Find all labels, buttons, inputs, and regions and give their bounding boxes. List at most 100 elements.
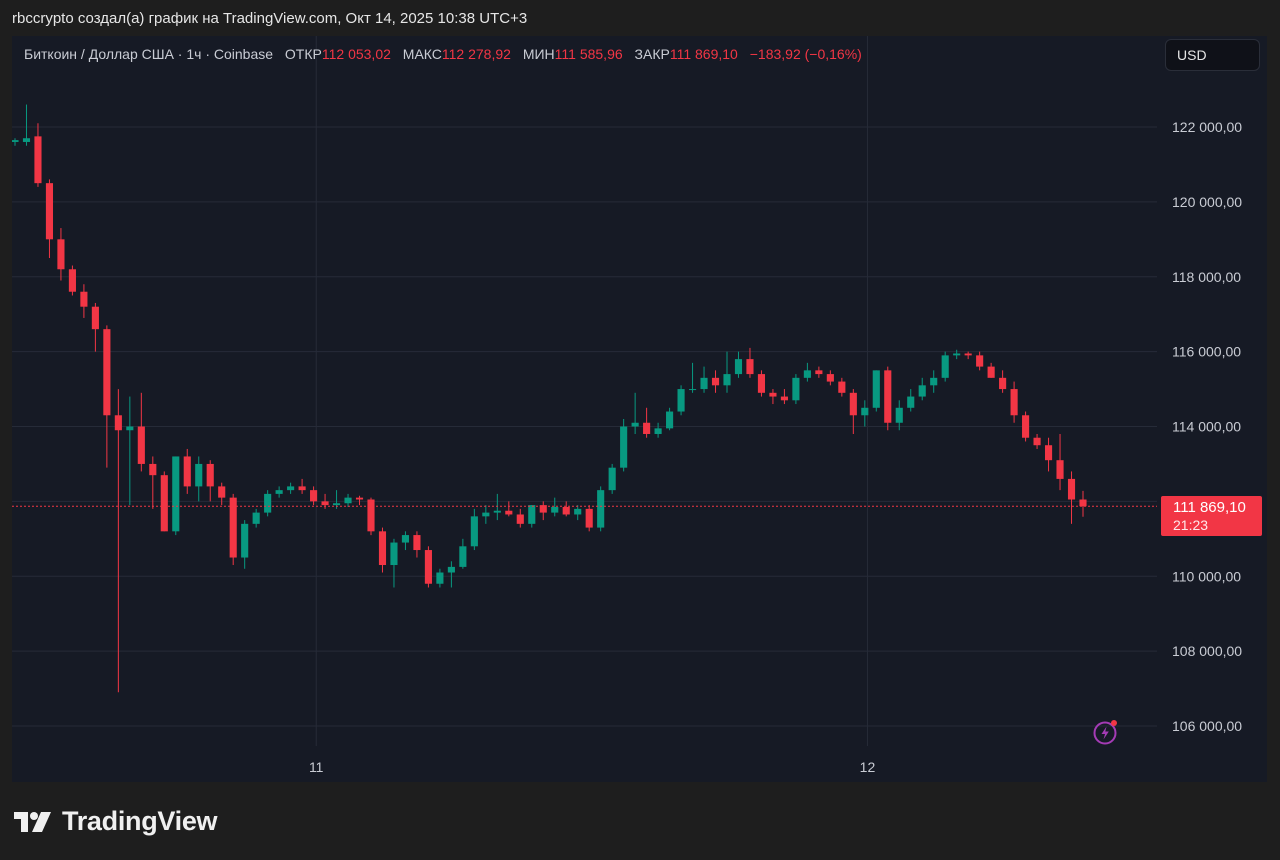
candle[interactable] xyxy=(1056,433,1064,491)
candle[interactable] xyxy=(562,501,570,517)
lightning-icon[interactable] xyxy=(1093,719,1119,745)
candle[interactable] xyxy=(872,370,880,412)
candle[interactable] xyxy=(907,389,915,412)
candle[interactable] xyxy=(688,362,697,393)
candle[interactable] xyxy=(999,370,1007,393)
candle[interactable] xyxy=(826,370,834,386)
candle[interactable] xyxy=(941,351,949,382)
candle[interactable] xyxy=(34,123,42,187)
candle[interactable] xyxy=(470,508,478,551)
tradingview-logo[interactable]: TradingView xyxy=(14,806,218,837)
candle[interactable] xyxy=(516,508,524,528)
candle[interactable] xyxy=(367,497,375,536)
candle[interactable] xyxy=(45,179,54,259)
candle[interactable] xyxy=(918,377,926,401)
candle[interactable] xyxy=(114,389,122,693)
candle[interactable] xyxy=(12,138,19,146)
candle[interactable] xyxy=(1022,411,1030,442)
candle[interactable] xyxy=(1067,471,1076,524)
candle[interactable] xyxy=(57,228,65,281)
candle[interactable] xyxy=(195,456,203,502)
candle[interactable] xyxy=(241,520,249,569)
candle[interactable] xyxy=(700,366,708,393)
candle[interactable] xyxy=(126,396,134,506)
candle[interactable] xyxy=(964,351,972,360)
candle[interactable] xyxy=(861,400,869,427)
candle[interactable] xyxy=(68,265,76,296)
candle[interactable] xyxy=(1079,490,1087,517)
candle[interactable] xyxy=(137,392,145,472)
candle[interactable] xyxy=(631,392,639,434)
candle[interactable] xyxy=(803,362,811,382)
currency-button[interactable]: USD xyxy=(1165,39,1260,71)
candle[interactable] xyxy=(22,104,31,146)
candle[interactable] xyxy=(436,568,444,588)
candle[interactable] xyxy=(80,284,88,318)
candle[interactable] xyxy=(884,366,892,431)
candle[interactable] xyxy=(206,460,214,502)
candle[interactable] xyxy=(585,505,593,532)
candle[interactable] xyxy=(332,490,341,509)
candle[interactable] xyxy=(757,370,766,397)
candle-body xyxy=(1010,389,1018,416)
candle[interactable] xyxy=(723,351,731,393)
candle[interactable] xyxy=(91,302,99,352)
candle[interactable] xyxy=(172,456,180,536)
candle[interactable] xyxy=(160,471,168,532)
candle[interactable] xyxy=(459,538,467,569)
candle[interactable] xyxy=(275,486,283,498)
candle[interactable] xyxy=(252,508,260,528)
candle[interactable] xyxy=(654,422,662,438)
candle[interactable] xyxy=(1010,381,1018,423)
candle[interactable] xyxy=(424,546,432,588)
candle[interactable] xyxy=(769,389,777,405)
candle[interactable] xyxy=(620,419,628,472)
candle[interactable] xyxy=(1044,437,1053,472)
candle[interactable] xyxy=(505,501,513,517)
candle[interactable] xyxy=(344,493,352,507)
candle[interactable] xyxy=(666,407,674,431)
candle[interactable] xyxy=(815,366,823,378)
candle[interactable] xyxy=(447,561,455,588)
candle[interactable] xyxy=(895,400,903,431)
candle[interactable] xyxy=(264,490,272,517)
candle[interactable] xyxy=(551,497,559,517)
candle[interactable] xyxy=(482,505,490,524)
candle[interactable] xyxy=(378,527,387,573)
candle[interactable] xyxy=(953,349,961,360)
candle[interactable] xyxy=(849,389,857,434)
candle[interactable] xyxy=(149,456,157,509)
candle[interactable] xyxy=(355,495,364,506)
candle[interactable] xyxy=(780,389,788,405)
candle[interactable] xyxy=(643,407,651,438)
candle[interactable] xyxy=(103,325,111,468)
candle[interactable] xyxy=(401,531,410,551)
candle[interactable] xyxy=(310,486,318,506)
candle[interactable] xyxy=(597,486,605,532)
candle[interactable] xyxy=(287,482,295,494)
candle[interactable] xyxy=(677,385,685,416)
candle[interactable] xyxy=(734,351,743,378)
candle[interactable] xyxy=(838,377,846,397)
candle[interactable] xyxy=(413,531,421,558)
candle[interactable] xyxy=(976,351,984,371)
candle[interactable] xyxy=(298,478,306,494)
candle[interactable] xyxy=(493,493,501,521)
candle[interactable] xyxy=(930,370,938,393)
candle[interactable] xyxy=(183,448,191,494)
candle[interactable] xyxy=(539,501,547,521)
candle[interactable] xyxy=(746,347,754,378)
candle[interactable] xyxy=(218,482,226,506)
candle[interactable] xyxy=(528,505,536,528)
candle[interactable] xyxy=(229,493,237,566)
candle[interactable] xyxy=(608,463,616,494)
candle[interactable] xyxy=(1033,433,1041,449)
candle[interactable] xyxy=(711,370,720,393)
candle[interactable] xyxy=(390,538,398,588)
candle[interactable] xyxy=(792,374,800,405)
symbol-label[interactable]: Биткоин / Доллар США · 1ч · Coinbase xyxy=(24,46,274,62)
candle[interactable] xyxy=(987,362,995,378)
candle[interactable] xyxy=(574,505,582,521)
